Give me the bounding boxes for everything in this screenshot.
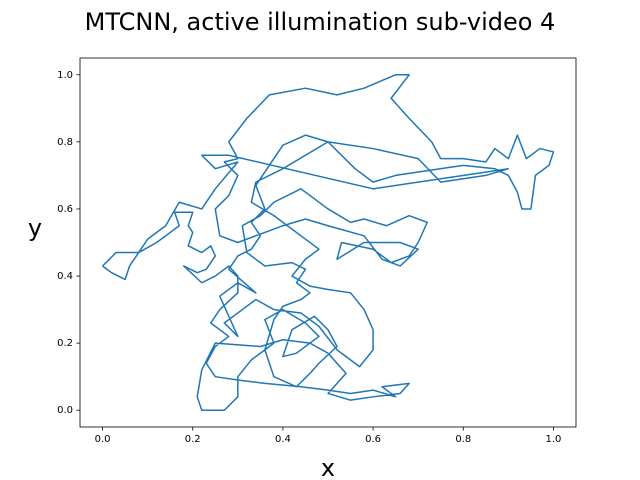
x-tick-label: 0.4 [275, 434, 291, 445]
y-axis-label: y [28, 214, 42, 242]
plot-area [102, 74, 555, 411]
y-tick-label: 0.2 [57, 338, 73, 349]
y-tick-label: 0.4 [57, 271, 73, 282]
y-tick-label: 0.0 [57, 405, 73, 416]
x-tick-label: 0.2 [185, 434, 201, 445]
x-tick-label: 0.8 [455, 434, 471, 445]
x-tick-label: 0.6 [365, 434, 381, 445]
y-tick-label: 1.0 [57, 70, 73, 81]
y-tick-label: 0.6 [57, 204, 73, 215]
y-tick-label: 0.8 [57, 137, 73, 148]
x-axis-label: x [321, 454, 335, 480]
axes-frame [79, 57, 577, 428]
x-tick-label: 0.0 [95, 434, 111, 445]
chart-title: MTCNN, active illumination sub-video 4 [85, 8, 556, 36]
trajectory-line [102, 74, 555, 411]
x-tick-label: 1.0 [546, 434, 562, 445]
